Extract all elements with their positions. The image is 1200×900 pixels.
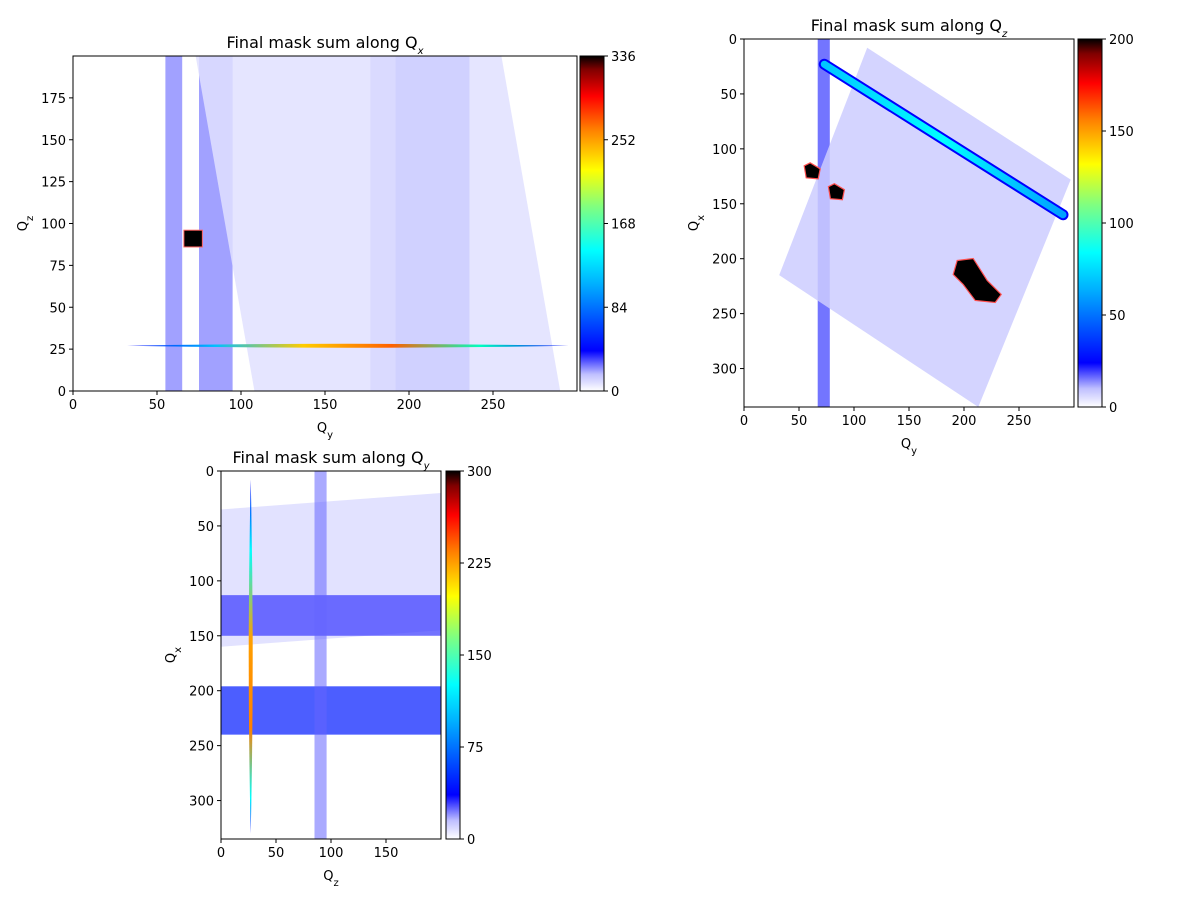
y-tick-label: 100	[41, 218, 66, 233]
y-tick-label: 100	[712, 143, 737, 158]
y-tick-label: 0	[729, 33, 737, 48]
feature-horizontal-band	[221, 686, 441, 735]
colorbar-tick-label: 200	[1109, 33, 1134, 48]
feature-vertical-band	[165, 56, 183, 391]
y-axis-label: Qz	[16, 216, 36, 231]
y-tick-label: 175	[41, 92, 66, 107]
colorbar-tick-label: 336	[611, 50, 636, 65]
colorbar-tick-label: 50	[1109, 309, 1126, 324]
colorbar-tick-label: 252	[611, 134, 636, 149]
y-tick-label: 100	[189, 575, 214, 590]
feature-horizontal-band	[221, 595, 441, 636]
feature-tilted-region	[195, 56, 561, 391]
x-tick-label: 150	[313, 398, 338, 413]
x-tick-label: 0	[217, 846, 225, 861]
feature-vertical-streak	[248, 479, 253, 834]
heatmap-content	[779, 39, 1071, 407]
colorbar-tick-label: 0	[467, 833, 475, 848]
x-tick-label: 100	[229, 398, 254, 413]
y-tick-label: 250	[189, 740, 214, 755]
y-tick-label: 300	[712, 363, 737, 378]
feature-diagonal-streak	[820, 60, 1067, 219]
feature-vertical-band	[314, 471, 327, 839]
y-tick-label: 0	[58, 385, 66, 400]
x-tick-label: 50	[268, 846, 285, 861]
colorbar-tick-label: 300	[467, 465, 492, 480]
x-axis-label: Qz	[323, 869, 338, 889]
x-axis-label: Qy	[317, 421, 333, 441]
colorbar-tick-label: 150	[467, 649, 492, 664]
chart-2: 0 50 100 150 200 250 0 50 100 150 200 250 300 Final m…	[687, 16, 1134, 457]
y-tick-label: 25	[49, 343, 66, 358]
colorbar-tick-label: 225	[467, 557, 492, 572]
colorbar-tick-label: 0	[611, 385, 619, 400]
chart-3: 0 50 100 150 0 50 100 150 200 250 300 Final mask su…	[164, 448, 492, 889]
x-tick-label: 50	[791, 414, 808, 429]
chart-title: Final mask sum along Qz	[811, 16, 1008, 40]
x-tick-label: 100	[319, 846, 344, 861]
y-axis-label: Qx	[687, 215, 707, 231]
colorbar-tick-label: 75	[467, 741, 484, 756]
colorbar	[1078, 39, 1102, 407]
x-tick-label: 250	[481, 398, 506, 413]
y-tick-label: 150	[189, 630, 214, 645]
colorbar-tick-label: 100	[1109, 217, 1134, 232]
x-tick-label: 0	[740, 414, 748, 429]
feature-square	[183, 229, 203, 248]
y-tick-label: 200	[712, 253, 737, 268]
y-axis-label: Qx	[164, 647, 184, 663]
y-tick-label: 50	[197, 520, 214, 535]
y-tick-label: 0	[206, 465, 214, 480]
colorbar-tick-label: 150	[1109, 125, 1134, 140]
y-tick-label: 250	[712, 308, 737, 323]
chart-title: Final mask sum along Qx	[226, 33, 423, 57]
y-tick-label: 150	[712, 198, 737, 213]
x-tick-label: 200	[952, 414, 977, 429]
y-tick-label: 150	[41, 134, 66, 149]
y-tick-label: 300	[189, 795, 214, 810]
feature-tilted-region	[779, 47, 1071, 407]
heatmap-content	[221, 471, 441, 839]
y-tick-label: 50	[720, 88, 737, 103]
x-tick-label: 0	[69, 398, 77, 413]
y-tick-label: 50	[49, 301, 66, 316]
colorbar	[446, 471, 460, 839]
y-tick-label: 125	[41, 176, 66, 191]
colorbar	[580, 56, 604, 391]
x-tick-label: 50	[149, 398, 166, 413]
colorbar-tick-label: 84	[611, 301, 628, 316]
feature-blob	[803, 162, 821, 180]
x-tick-label: 150	[374, 846, 399, 861]
x-axis-label: Qy	[901, 437, 917, 457]
feature-blob	[952, 257, 1002, 304]
y-tick-label: 200	[189, 685, 214, 700]
chart-1: 0 50 100 150 200 250 0 25 50 75 100 125 150 175 Final …	[16, 33, 636, 441]
colorbar-tick-label: 0	[1109, 401, 1117, 416]
heatmap-content	[126, 56, 569, 391]
x-tick-label: 100	[842, 414, 867, 429]
feature-horizontal-streak	[126, 343, 569, 348]
x-tick-label: 250	[1007, 414, 1032, 429]
x-tick-label: 150	[897, 414, 922, 429]
y-tick-label: 75	[49, 259, 66, 274]
feature-blob	[827, 183, 846, 201]
colorbar-tick-label: 168	[611, 218, 636, 233]
x-tick-label: 200	[397, 398, 422, 413]
chart-title: Final mask sum along Qy	[232, 448, 430, 472]
